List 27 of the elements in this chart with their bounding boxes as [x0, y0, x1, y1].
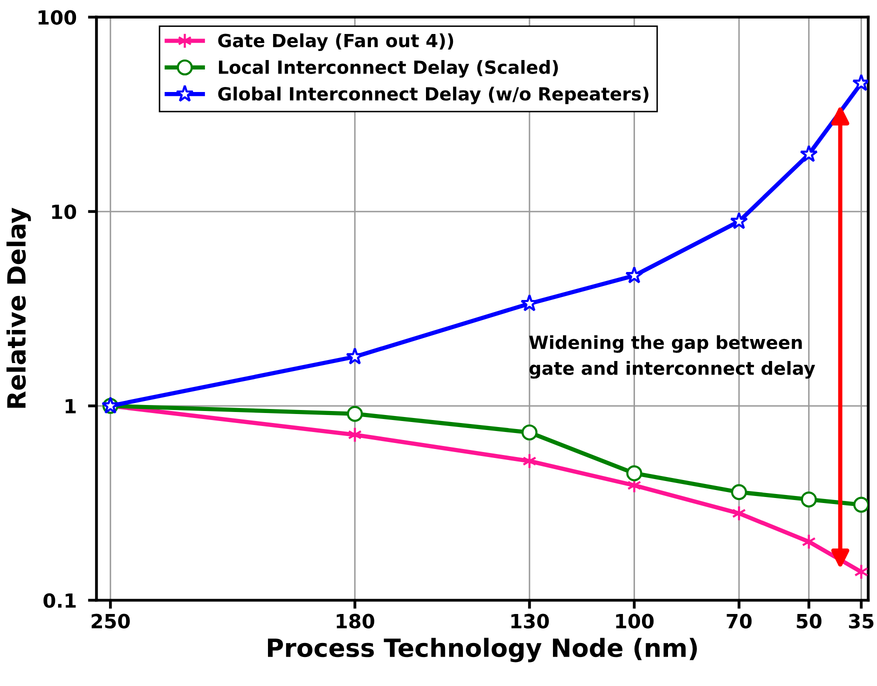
point [346, 406, 363, 422]
y-axis-title: Relative Delay [6, 208, 31, 408]
x-tick-label: 100 [616, 614, 654, 628]
point [853, 496, 868, 513]
point [522, 424, 538, 440]
x-tick-label: 130 [511, 614, 549, 628]
y-tick-label: 1 [66, 399, 76, 414]
point [730, 212, 748, 230]
point [800, 491, 817, 508]
legend-label: Local Interconnect Delay (Scaled) [218, 60, 558, 78]
point [854, 564, 868, 580]
x-tick-label: 180 [336, 614, 374, 628]
x-axis-title: Process Technology Node (nm) [268, 638, 697, 662]
x-tick-label: 50 [796, 614, 822, 628]
point [625, 266, 644, 284]
x-tick-label: 70 [726, 614, 752, 628]
legend-label: Gate Delay (Fan out 4)) [218, 33, 454, 52]
x-tick-label: 35 [849, 614, 874, 628]
legend-label: Global Interconnect Delay (w/o Repeaters) [218, 86, 648, 104]
y-tick-label: 10 [52, 204, 76, 220]
point [731, 484, 748, 500]
y-tick-label: 100 [38, 10, 76, 25]
y-tick-label: 0.1 [44, 593, 76, 608]
point [626, 465, 642, 482]
point [800, 144, 818, 162]
x-tick-label: 250 [92, 614, 130, 628]
annotation: Widening the gap between gate and interconnect delay [529, 335, 816, 379]
